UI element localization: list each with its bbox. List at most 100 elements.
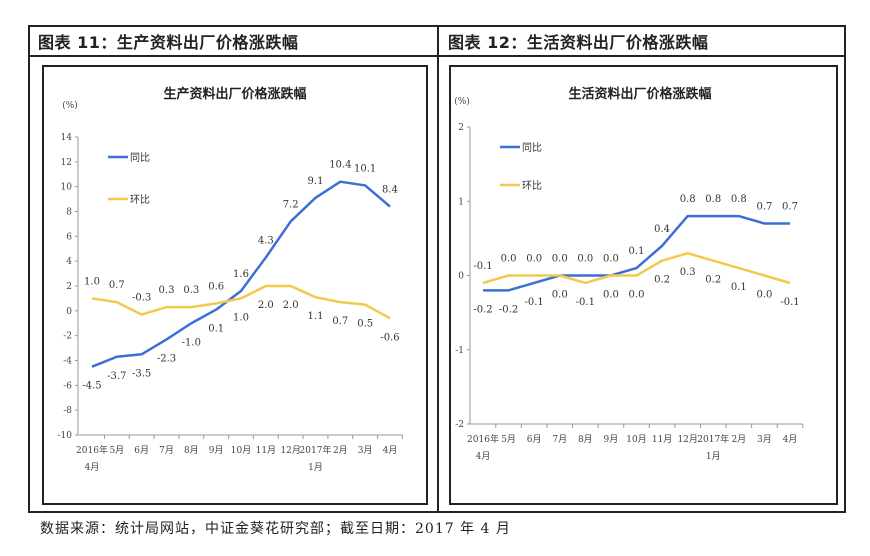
x-tick-label: 1月	[706, 451, 721, 462]
data-label: 0.3	[680, 267, 696, 278]
legend-label: 同比	[522, 142, 542, 154]
data-label: 0.7	[332, 316, 348, 327]
data-label: 1.0	[84, 276, 100, 287]
x-tick-label: 10月	[626, 434, 646, 445]
x-tick-label: 7月	[159, 445, 174, 456]
y-tick-label: 4	[66, 257, 72, 267]
x-tick-label: 9月	[604, 434, 619, 445]
data-label: 10.4	[329, 160, 351, 171]
x-tick-label: 2月	[333, 445, 348, 456]
data-label: -3.7	[107, 371, 126, 382]
x-tick-label: 2016年	[467, 433, 499, 445]
data-label: 10.1	[354, 163, 376, 174]
x-tick-label: 7月	[552, 434, 567, 445]
x-tick-label: 8月	[578, 434, 593, 445]
y-axis-unit: (%)	[454, 96, 470, 107]
x-tick-label: 6月	[527, 434, 542, 445]
x-tick-label: 4月	[85, 462, 100, 473]
x-tick-label: 5月	[501, 434, 516, 445]
x-tick-label: 1月	[308, 462, 323, 473]
y-tick-label: -2	[63, 332, 72, 342]
data-label: 1.6	[233, 269, 249, 280]
data-label: -3.5	[132, 368, 151, 379]
legend-label: 同比	[130, 152, 150, 164]
x-tick-label: 11月	[652, 434, 672, 445]
data-label: 9.1	[308, 176, 324, 187]
panel-header-right: 图表 12：生活资料出厂价格涨跌幅	[448, 33, 709, 52]
y-tick-label: -10	[58, 431, 73, 441]
y-tick-label: 1	[458, 197, 464, 207]
y-tick-label: -6	[63, 381, 72, 391]
data-label: 1.1	[308, 311, 324, 322]
y-tick-label: 0	[458, 272, 464, 282]
data-label: 0.4	[654, 224, 670, 235]
data-label: 0.5	[357, 319, 373, 330]
data-label: -0.2	[473, 304, 492, 315]
data-label: 0.1	[629, 246, 645, 257]
data-label: 0.1	[208, 324, 224, 335]
x-tick-label: 3月	[358, 445, 373, 456]
data-label: 0.2	[705, 275, 721, 286]
data-label: 0.0	[603, 290, 619, 301]
data-label: -1.0	[182, 337, 201, 348]
y-tick-label: -4	[63, 357, 72, 367]
data-label: -2.3	[157, 353, 176, 364]
panel-divider	[437, 25, 439, 513]
data-label: 0.1	[731, 282, 747, 293]
x-tick-label: 4月	[476, 451, 491, 462]
x-tick-label: 9月	[209, 445, 224, 456]
data-label: -0.2	[499, 304, 518, 315]
data-label: -4.5	[82, 381, 101, 392]
data-label: 0.0	[629, 290, 645, 301]
y-tick-label: 10	[61, 183, 73, 193]
y-tick-label: 2	[458, 123, 464, 133]
x-tick-label: 12月	[677, 434, 697, 445]
data-label: 7.2	[283, 199, 299, 210]
x-tick-label: 2016年	[76, 444, 108, 456]
data-label: -0.3	[132, 293, 151, 304]
data-label: 0.0	[526, 254, 542, 265]
y-tick-label: -1	[455, 346, 464, 356]
x-tick-label: 12月	[280, 445, 300, 456]
series-line-yoy	[91, 180, 391, 368]
x-tick-label: 10月	[231, 445, 251, 456]
data-label: -0.6	[380, 332, 399, 343]
y-tick-label: -8	[63, 406, 72, 416]
panel-header-left: 图表 11：生产资料出厂价格涨跌幅	[38, 33, 299, 52]
data-label: 8.4	[382, 185, 398, 196]
data-label: 0.3	[159, 285, 175, 296]
y-tick-label: -2	[455, 420, 464, 430]
x-tick-label: 2017年	[300, 444, 332, 456]
x-tick-label: 6月	[134, 445, 149, 456]
data-label: -0.1	[780, 297, 799, 308]
data-label: 0.8	[705, 194, 721, 205]
data-label: 0.8	[680, 194, 696, 205]
legend-label: 环比	[522, 180, 542, 192]
data-label: 0.0	[756, 290, 772, 301]
data-label: 0.0	[501, 254, 517, 265]
data-label: 0.0	[552, 254, 568, 265]
x-tick-label: 4月	[383, 445, 398, 456]
x-tick-label: 11月	[256, 445, 276, 456]
data-label: 4.3	[258, 235, 274, 246]
y-tick-label: 8	[66, 208, 72, 218]
x-tick-label: 4月	[783, 434, 798, 445]
y-tick-label: 12	[61, 158, 72, 168]
data-label: 0.7	[756, 202, 772, 213]
data-label: 0.7	[109, 280, 125, 291]
x-tick-label: 2017年	[697, 433, 729, 445]
x-tick-label: 2月	[731, 434, 746, 445]
data-label: 0.8	[731, 194, 747, 205]
series-line-mom	[482, 251, 791, 285]
series-line-mom	[91, 284, 391, 320]
data-label: 0.0	[577, 254, 593, 265]
data-label: -0.1	[576, 297, 595, 308]
chart-box-right	[449, 65, 838, 505]
y-tick-label: 0	[66, 307, 72, 317]
legend-label: 环比	[130, 194, 150, 206]
series-line-yoy	[483, 214, 790, 292]
chart-box-left	[42, 65, 428, 505]
data-label: -0.1	[473, 261, 492, 272]
data-label: 2.0	[258, 300, 274, 311]
